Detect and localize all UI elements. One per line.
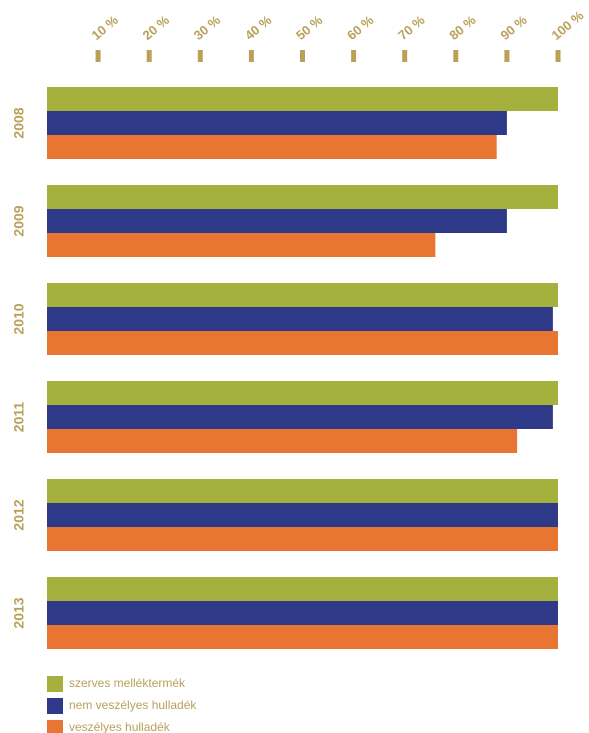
bar bbox=[47, 527, 558, 551]
bar bbox=[47, 625, 558, 649]
tick-mark bbox=[197, 50, 203, 62]
year-label: 2009 bbox=[11, 205, 27, 236]
year-label: 2010 bbox=[11, 303, 27, 334]
legend-swatch bbox=[47, 676, 63, 692]
x-tick-label: 80 % bbox=[446, 12, 479, 43]
tick-mark bbox=[351, 50, 357, 62]
x-tick-label: 40 % bbox=[242, 12, 275, 43]
tick-mark bbox=[300, 50, 305, 62]
legend-swatch bbox=[47, 698, 63, 714]
tick-mark bbox=[504, 50, 510, 62]
bar bbox=[47, 209, 507, 233]
bar bbox=[47, 233, 436, 257]
x-tick-label: 90 % bbox=[497, 12, 530, 43]
tick-mark bbox=[402, 50, 408, 62]
x-tick-label: 60 % bbox=[344, 12, 377, 43]
x-tick-label: 50 % bbox=[293, 12, 326, 43]
bar bbox=[47, 601, 558, 625]
legend-label: veszélyes hulladék bbox=[69, 720, 171, 733]
bar bbox=[47, 405, 553, 429]
year-label: 2012 bbox=[11, 499, 27, 530]
bar bbox=[47, 331, 558, 355]
bar bbox=[47, 381, 558, 405]
bar bbox=[47, 429, 518, 453]
tick-mark bbox=[555, 50, 561, 62]
bar bbox=[47, 307, 553, 331]
tick-mark bbox=[453, 50, 459, 62]
legend-swatch bbox=[47, 720, 63, 733]
x-tick-label: 30 % bbox=[191, 12, 224, 43]
year-label: 2011 bbox=[11, 402, 27, 433]
tick-mark bbox=[95, 50, 101, 62]
bar bbox=[47, 185, 558, 209]
bar bbox=[47, 87, 558, 111]
year-label: 2008 bbox=[11, 107, 27, 138]
bar bbox=[47, 111, 507, 135]
year-label: 2013 bbox=[11, 597, 27, 628]
bar bbox=[47, 577, 558, 601]
tick-mark bbox=[146, 50, 152, 62]
bar bbox=[47, 479, 558, 503]
bar bbox=[47, 503, 558, 527]
x-tick-label: 70 % bbox=[395, 12, 428, 43]
x-tick-label: 100 % bbox=[548, 7, 586, 42]
legend-label: nem veszélyes hulladék bbox=[69, 698, 197, 712]
x-tick-label: 10 % bbox=[89, 12, 122, 43]
x-tick-label: 20 % bbox=[140, 12, 173, 43]
tick-mark bbox=[248, 50, 254, 62]
bar bbox=[47, 135, 497, 159]
legend-label: szerves melléktermék bbox=[69, 676, 186, 690]
bar bbox=[47, 283, 558, 307]
